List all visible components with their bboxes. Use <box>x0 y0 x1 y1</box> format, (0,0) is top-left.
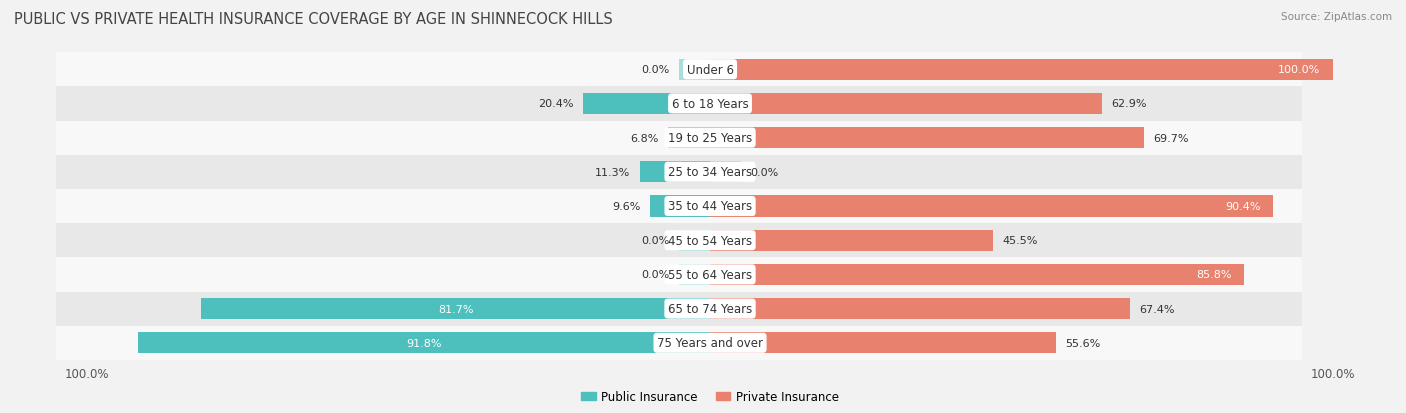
Text: 20.4%: 20.4% <box>538 99 574 109</box>
Text: Source: ZipAtlas.com: Source: ZipAtlas.com <box>1281 12 1392 22</box>
Bar <box>679 230 710 251</box>
Bar <box>710 332 1056 354</box>
Bar <box>710 264 1244 285</box>
Text: 91.8%: 91.8% <box>406 338 441 348</box>
Text: 81.7%: 81.7% <box>437 304 474 314</box>
Text: 25 to 34 Years: 25 to 34 Years <box>668 166 752 179</box>
Legend: Public Insurance, Private Insurance: Public Insurance, Private Insurance <box>576 385 844 408</box>
Text: 69.7%: 69.7% <box>1153 133 1189 143</box>
Text: 0.0%: 0.0% <box>641 65 669 75</box>
Bar <box>710 94 1102 115</box>
Text: 65 to 74 Years: 65 to 74 Years <box>668 302 752 316</box>
Bar <box>710 59 1333 81</box>
Text: 55 to 64 Years: 55 to 64 Years <box>668 268 752 281</box>
Text: 0.0%: 0.0% <box>641 270 669 280</box>
Bar <box>56 87 1302 121</box>
Bar <box>56 190 1302 223</box>
Text: 67.4%: 67.4% <box>1139 304 1174 314</box>
Text: 55.6%: 55.6% <box>1066 338 1101 348</box>
Bar <box>138 332 710 354</box>
Text: 0.0%: 0.0% <box>641 236 669 246</box>
Bar <box>583 94 710 115</box>
Text: 45 to 54 Years: 45 to 54 Years <box>668 234 752 247</box>
Text: 75 Years and over: 75 Years and over <box>657 337 763 349</box>
Bar <box>710 128 1144 149</box>
Bar <box>668 128 710 149</box>
Bar <box>56 53 1302 87</box>
Bar <box>56 258 1302 292</box>
Bar <box>710 196 1272 217</box>
Bar <box>710 230 993 251</box>
Text: 35 to 44 Years: 35 to 44 Years <box>668 200 752 213</box>
Text: 6.8%: 6.8% <box>630 133 658 143</box>
Bar <box>710 298 1129 319</box>
Text: 100.0%: 100.0% <box>1278 65 1320 75</box>
Bar <box>56 155 1302 190</box>
Bar <box>640 162 710 183</box>
Text: 6 to 18 Years: 6 to 18 Years <box>672 97 748 111</box>
Text: 0.0%: 0.0% <box>751 167 779 177</box>
Bar <box>56 223 1302 258</box>
Text: 9.6%: 9.6% <box>613 202 641 211</box>
Text: 45.5%: 45.5% <box>1002 236 1038 246</box>
Bar <box>56 121 1302 155</box>
Bar <box>56 326 1302 360</box>
Bar <box>650 196 710 217</box>
Text: 11.3%: 11.3% <box>595 167 630 177</box>
Bar <box>679 264 710 285</box>
Text: 85.8%: 85.8% <box>1197 270 1232 280</box>
Bar <box>710 162 741 183</box>
Text: PUBLIC VS PRIVATE HEALTH INSURANCE COVERAGE BY AGE IN SHINNECOCK HILLS: PUBLIC VS PRIVATE HEALTH INSURANCE COVER… <box>14 12 613 27</box>
Bar <box>679 59 710 81</box>
Bar <box>201 298 710 319</box>
Text: 19 to 25 Years: 19 to 25 Years <box>668 132 752 145</box>
Text: Under 6: Under 6 <box>686 64 734 76</box>
Text: 90.4%: 90.4% <box>1225 202 1260 211</box>
Bar <box>56 292 1302 326</box>
Text: 62.9%: 62.9% <box>1111 99 1146 109</box>
